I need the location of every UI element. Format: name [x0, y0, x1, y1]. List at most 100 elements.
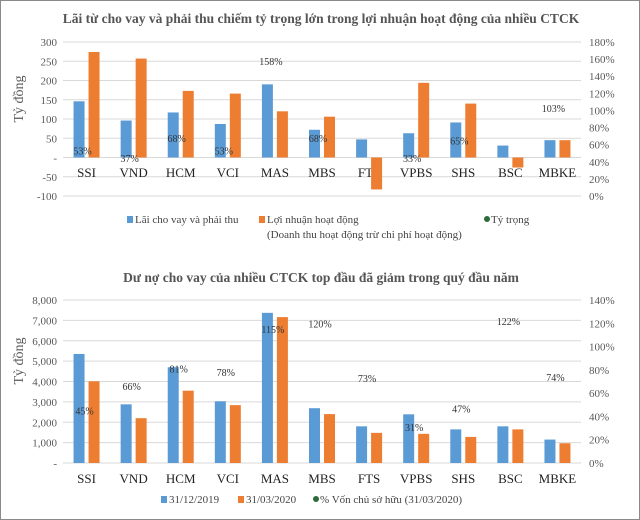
- legend-label: Lợi nhuận hoạt động: [267, 214, 359, 226]
- legend-swatch-series2: [238, 496, 244, 503]
- category-label: HCM: [166, 165, 196, 180]
- y-tick-label: 6,000: [32, 336, 57, 348]
- legend-marker-series3: [313, 496, 319, 502]
- bar-series2: [88, 52, 100, 158]
- category-label: MBKE: [539, 471, 577, 486]
- bar-series2: [559, 443, 571, 463]
- chart1-title: Lãi từ cho vay và phải thu chiếm tỷ trọn…: [63, 11, 580, 26]
- y-tick-label: 150: [41, 95, 58, 107]
- category-label: SHS: [451, 471, 475, 486]
- y2-tick-label: 60%: [589, 140, 609, 152]
- bar-series1: [261, 84, 273, 158]
- category-label: VND: [120, 471, 148, 486]
- bar-series1: [544, 140, 556, 158]
- bar-series1: [450, 429, 462, 463]
- legend-note: (Doanh thu hoạt động trừ chi phí hoạt độ…: [267, 229, 462, 241]
- category-label: FTS: [358, 471, 380, 486]
- category-label: HCM: [166, 471, 196, 486]
- y-tick-label: -100: [37, 191, 58, 203]
- percent-label: 103%: [542, 104, 565, 115]
- bar-series1: [309, 408, 320, 463]
- percent-label: 33%: [403, 154, 421, 165]
- y-tick-label: 4,000: [32, 377, 57, 389]
- bar-series1: [356, 139, 368, 158]
- y-tick-label: 50: [46, 133, 58, 145]
- y2-tick-label: 180%: [589, 37, 615, 49]
- bar-series1: [403, 414, 415, 463]
- y-tick-label: 300: [41, 37, 58, 49]
- bar-series1: [73, 101, 85, 158]
- legend-label: 31/12/2019: [169, 494, 220, 506]
- legend-label: Lãi cho vay và phải thu: [135, 214, 239, 226]
- y-tick-label: 8,000: [32, 295, 57, 307]
- y-tick-label: 2,000: [32, 417, 57, 429]
- bar-series2: [512, 429, 524, 463]
- y-tick-label: -50: [42, 172, 57, 184]
- bar-series2: [418, 82, 430, 158]
- y2-tick-label: 60%: [589, 388, 609, 400]
- y-tick-label: 3,000: [32, 397, 57, 409]
- legend-label: 31/03/2020: [246, 494, 297, 506]
- y-tick-label: 1,000: [32, 438, 57, 450]
- bar-series2: [276, 317, 288, 463]
- bar-series2: [229, 405, 241, 463]
- chart2-plot: 8,000 7,000 6,000 5,000 4,000 3,000 2,000 1,000…: [32, 295, 614, 506]
- percent-label: 68%: [309, 134, 327, 145]
- bar-series1: [120, 404, 132, 463]
- percent-label: 73%: [358, 374, 376, 385]
- bar-series2: [371, 157, 383, 190]
- bar-series2: [182, 90, 194, 158]
- y-tick-label: 250: [41, 56, 58, 68]
- category-label: VCI: [217, 471, 239, 486]
- y2-tick-label: 100%: [589, 105, 615, 117]
- percent-label: 31%: [405, 423, 423, 434]
- category-label: VPBS: [400, 471, 433, 486]
- legend-swatch-series1: [127, 216, 133, 223]
- category-label: MAS: [261, 471, 289, 486]
- legend-marker-series3: [484, 216, 490, 222]
- category-label: MBKE: [539, 165, 577, 180]
- y-tick-label: -: [53, 153, 57, 165]
- bar-series2: [324, 414, 335, 463]
- y-tick-label: -: [53, 458, 57, 470]
- bar-series2: [135, 418, 147, 463]
- percent-label: 66%: [122, 382, 140, 393]
- y2-tick-label: 20%: [589, 435, 609, 447]
- y2-tick-label: 140%: [589, 295, 615, 307]
- bar-series1: [261, 312, 273, 463]
- bar-series1: [356, 426, 368, 463]
- y2-tick-label: 140%: [589, 71, 615, 83]
- category-label: VPBS: [400, 165, 433, 180]
- bar-series1: [497, 426, 509, 463]
- percent-label: 122%: [497, 317, 520, 328]
- percent-label: 53%: [73, 147, 91, 158]
- bar-series2: [229, 93, 241, 158]
- category-label: VCI: [217, 165, 239, 180]
- bar-series1: [73, 353, 85, 463]
- percent-label: 78%: [217, 368, 235, 379]
- percent-label: 120%: [308, 319, 331, 330]
- y2-tick-label: 80%: [589, 123, 609, 135]
- bar-series2: [512, 157, 524, 168]
- percent-label: 68%: [168, 134, 186, 145]
- percent-label: 47%: [452, 404, 470, 415]
- category-label: MBS: [308, 471, 335, 486]
- bar-series1: [120, 120, 132, 158]
- bar-series1: [544, 439, 556, 463]
- percent-label: 74%: [546, 373, 564, 384]
- legend-label: % Vốn chủ sở hữu (31/03/2020): [320, 494, 462, 506]
- y2-tick-label: 20%: [589, 174, 609, 186]
- bar-series2: [135, 58, 147, 158]
- y2-tick-label: 120%: [589, 88, 615, 100]
- chart2-ylabel: Tỷ đồng: [12, 337, 27, 384]
- percent-label: 158%: [259, 57, 282, 68]
- legend-label: Tỷ trọng: [491, 214, 530, 226]
- category-label: VND: [120, 165, 148, 180]
- legend-swatch-series1: [161, 496, 167, 503]
- bar-series2: [88, 381, 100, 463]
- bar-series2: [276, 111, 288, 158]
- category-label: BSC: [498, 165, 523, 180]
- y-tick-label: 7,000: [32, 315, 57, 327]
